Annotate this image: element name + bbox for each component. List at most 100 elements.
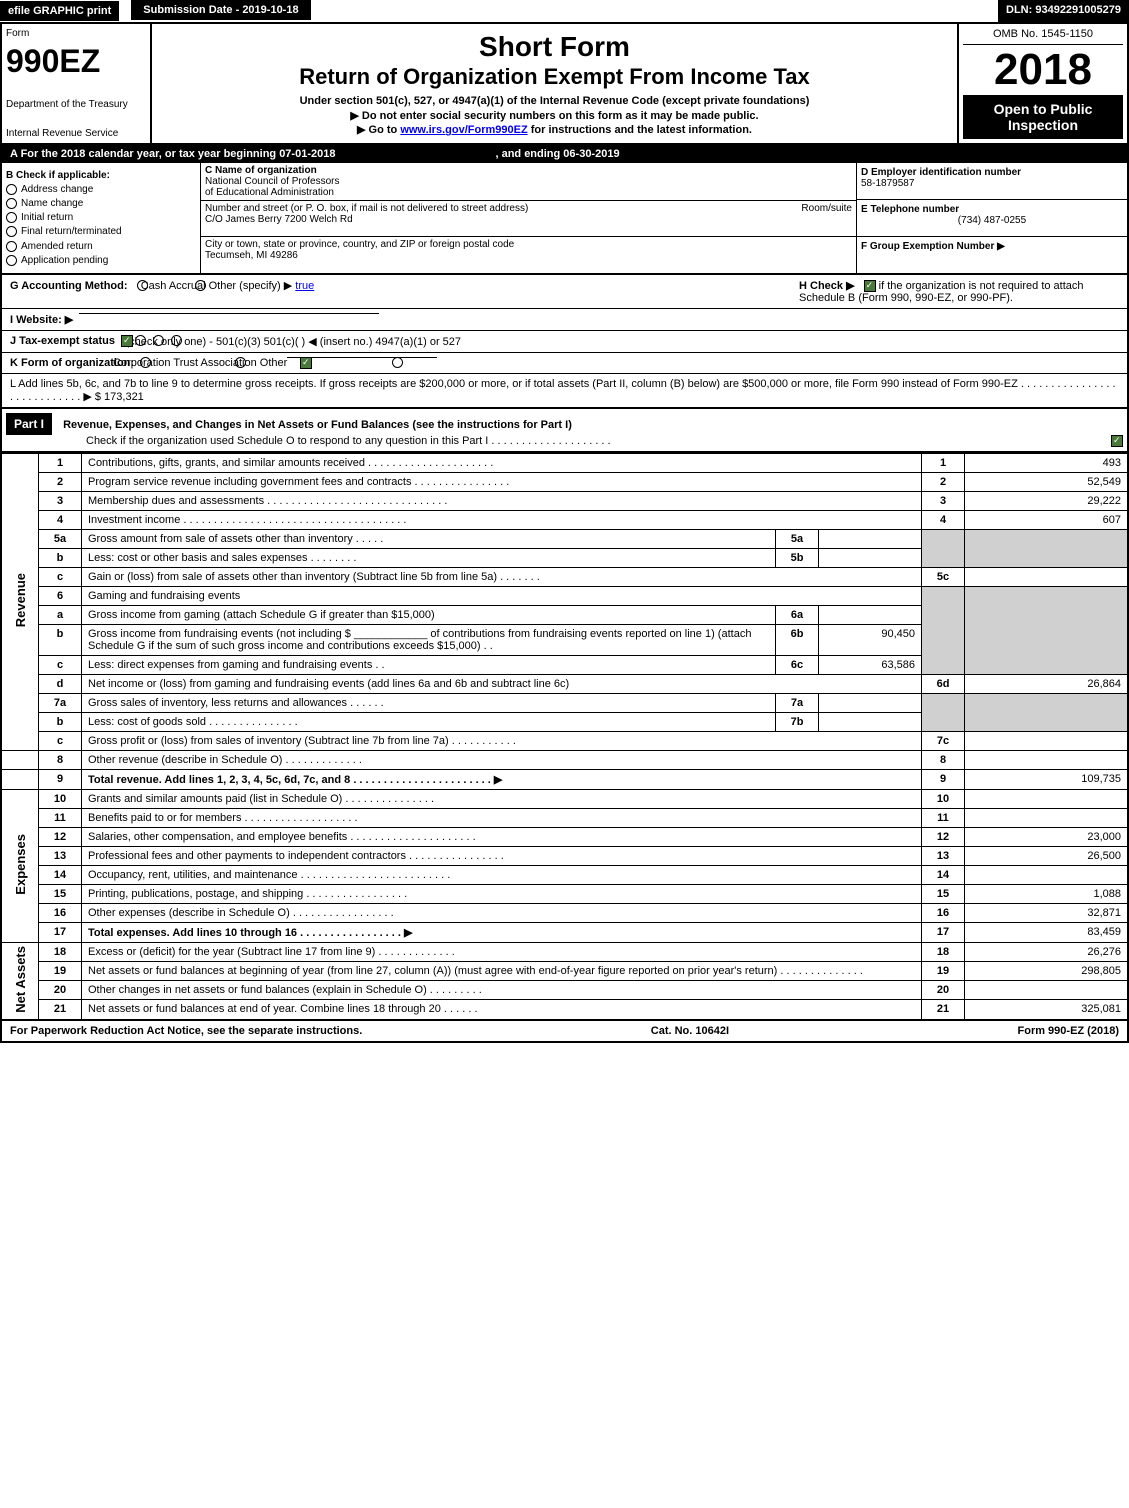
val-12: 23,000: [965, 827, 1129, 846]
checkbox-assoc[interactable]: [300, 357, 312, 369]
i-label: I Website: ▶: [10, 313, 73, 326]
top-bar-left: efile GRAPHIC print Submission Date - 20…: [0, 0, 313, 22]
ln-2: 2: [39, 472, 82, 491]
street-label: Number and street (or P. O. box, if mail…: [205, 203, 528, 214]
row-i: I Website: ▶: [2, 309, 1127, 331]
city-label: City or town, state or province, country…: [205, 239, 514, 250]
info-block: B Check if applicable: Address change Na…: [0, 163, 1129, 275]
check-column-b: B Check if applicable: Address change Na…: [2, 163, 201, 273]
tax-year: 2018: [994, 45, 1092, 95]
desc-16: Other expenses (describe in Schedule O) …: [82, 903, 922, 922]
ln-6d: d: [39, 674, 82, 693]
g-label: G Accounting Method:: [10, 280, 128, 292]
desc-7c: Gross profit or (loss) from sales of inv…: [82, 731, 922, 750]
checkbox-501c3[interactable]: [121, 335, 133, 347]
ln-3: 3: [39, 491, 82, 510]
part-1-title: Revenue, Expenses, and Changes in Net As…: [63, 419, 572, 431]
rn-6d: 6d: [922, 674, 965, 693]
form-label: Form: [6, 28, 146, 39]
val-3: 29,222: [965, 491, 1129, 510]
name-column-c: C Name of organization National Council …: [201, 163, 857, 273]
desc-18: Excess or (deficit) for the year (Subtra…: [82, 942, 922, 961]
rn-14: 14: [922, 865, 965, 884]
ln-14: 14: [39, 865, 82, 884]
sub-6c: 6c: [776, 655, 819, 674]
opt-final: Final return/terminated: [21, 227, 122, 238]
g-value[interactable]: true: [295, 280, 314, 292]
radio-other[interactable]: [392, 357, 403, 368]
checkbox-amended[interactable]: [6, 241, 17, 252]
note-ssn: ▶ Do not enter social security numbers o…: [158, 109, 951, 122]
ln-16: 16: [39, 903, 82, 922]
rn-10: 10: [922, 789, 965, 808]
desc-6d: Net income or (loss) from gaming and fun…: [82, 674, 922, 693]
ln-5c: c: [39, 567, 82, 586]
ln-6b: b: [39, 624, 82, 655]
subval-6b: 90,450: [819, 624, 922, 655]
shade-7: [922, 693, 965, 731]
desc-2: Program service revenue including govern…: [82, 472, 922, 491]
opt-pending: Application pending: [21, 255, 108, 266]
subval-5b: [819, 548, 922, 567]
ln-21: 21: [39, 1000, 82, 1020]
shade-6: [922, 586, 965, 674]
part-1-check: Check if the organization used Schedule …: [86, 435, 611, 447]
checkbox-sched-o[interactable]: [1111, 435, 1123, 447]
h-label: H Check ▶: [799, 280, 855, 292]
ln-19: 19: [39, 962, 82, 981]
checkbox-address[interactable]: [6, 184, 17, 195]
ln-1: 1: [39, 453, 82, 472]
checkbox-pending[interactable]: [6, 255, 17, 266]
period-row: A For the 2018 calendar year, or tax yea…: [0, 145, 1129, 163]
desc-15: Printing, publications, postage, and shi…: [82, 884, 922, 903]
g-opts: Cash Accrual Other (specify) ▶: [123, 280, 293, 292]
rn-20: 20: [922, 981, 965, 1000]
e-label: E Telephone number: [861, 204, 959, 215]
dept-treasury: Department of the Treasury: [6, 99, 146, 110]
desc-21: Net assets or fund balances at end of ye…: [82, 1000, 922, 1020]
sub-5b: 5b: [776, 548, 819, 567]
val-11: [965, 808, 1129, 827]
footer-right: Form 990-EZ (2018): [1018, 1025, 1119, 1037]
dept-irs: Internal Revenue Service: [6, 128, 146, 139]
rn-5c: 5c: [922, 567, 965, 586]
subval-7b: [819, 712, 922, 731]
checkbox-name[interactable]: [6, 198, 17, 209]
checkbox-initial[interactable]: [6, 212, 17, 223]
phone-cell: E Telephone number (734) 487-0255: [857, 200, 1127, 237]
rn-21: 21: [922, 1000, 965, 1020]
top-bar: efile GRAPHIC print Submission Date - 20…: [0, 0, 1129, 24]
period-start: A For the 2018 calendar year, or tax yea…: [10, 148, 335, 160]
val-4: 607: [965, 510, 1129, 529]
desc-20: Other changes in net assets or fund bala…: [82, 981, 922, 1000]
irs-link[interactable]: www.irs.gov/Form990EZ: [400, 124, 527, 136]
side-netassets: Net Assets: [1, 942, 39, 1019]
omb-number: OMB No. 1545-1150: [963, 28, 1123, 45]
rn-11: 11: [922, 808, 965, 827]
ln-17: 17: [39, 922, 82, 942]
f-label: F Group Exemption Number ▶: [861, 241, 1005, 252]
checkbox-final[interactable]: [6, 226, 17, 237]
rn-3: 3: [922, 491, 965, 510]
rn-12: 12: [922, 827, 965, 846]
desc-19: Net assets or fund balances at beginning…: [82, 962, 922, 981]
shadev-5ab: [965, 529, 1129, 567]
period-end: , and ending 06-30-2019: [495, 148, 619, 160]
website-field[interactable]: [79, 313, 379, 314]
city-cell: City or town, state or province, country…: [201, 237, 856, 272]
b-label: B Check if applicable:: [6, 170, 110, 181]
short-form-title: Short Form: [158, 31, 951, 63]
side-expenses: Expenses: [1, 789, 39, 942]
val-14: [965, 865, 1129, 884]
desc-5b: Less: cost or other basis and sales expe…: [82, 548, 776, 567]
open-inspection: Open to Public Inspection: [963, 95, 1123, 139]
form-id-block: Form 990EZ Department of the Treasury In…: [2, 24, 152, 143]
shadev-6: [965, 586, 1129, 674]
ln-5b: b: [39, 548, 82, 567]
checkbox-sched-b[interactable]: [864, 280, 876, 292]
desc-6: Gaming and fundraising events: [82, 586, 922, 605]
section-g-l: G Accounting Method: Cash Accrual Other …: [0, 275, 1129, 409]
note-prefix: ▶ Go to: [357, 124, 400, 136]
subval-6c: 63,586: [819, 655, 922, 674]
ein-value: 58-1879587: [861, 178, 914, 189]
